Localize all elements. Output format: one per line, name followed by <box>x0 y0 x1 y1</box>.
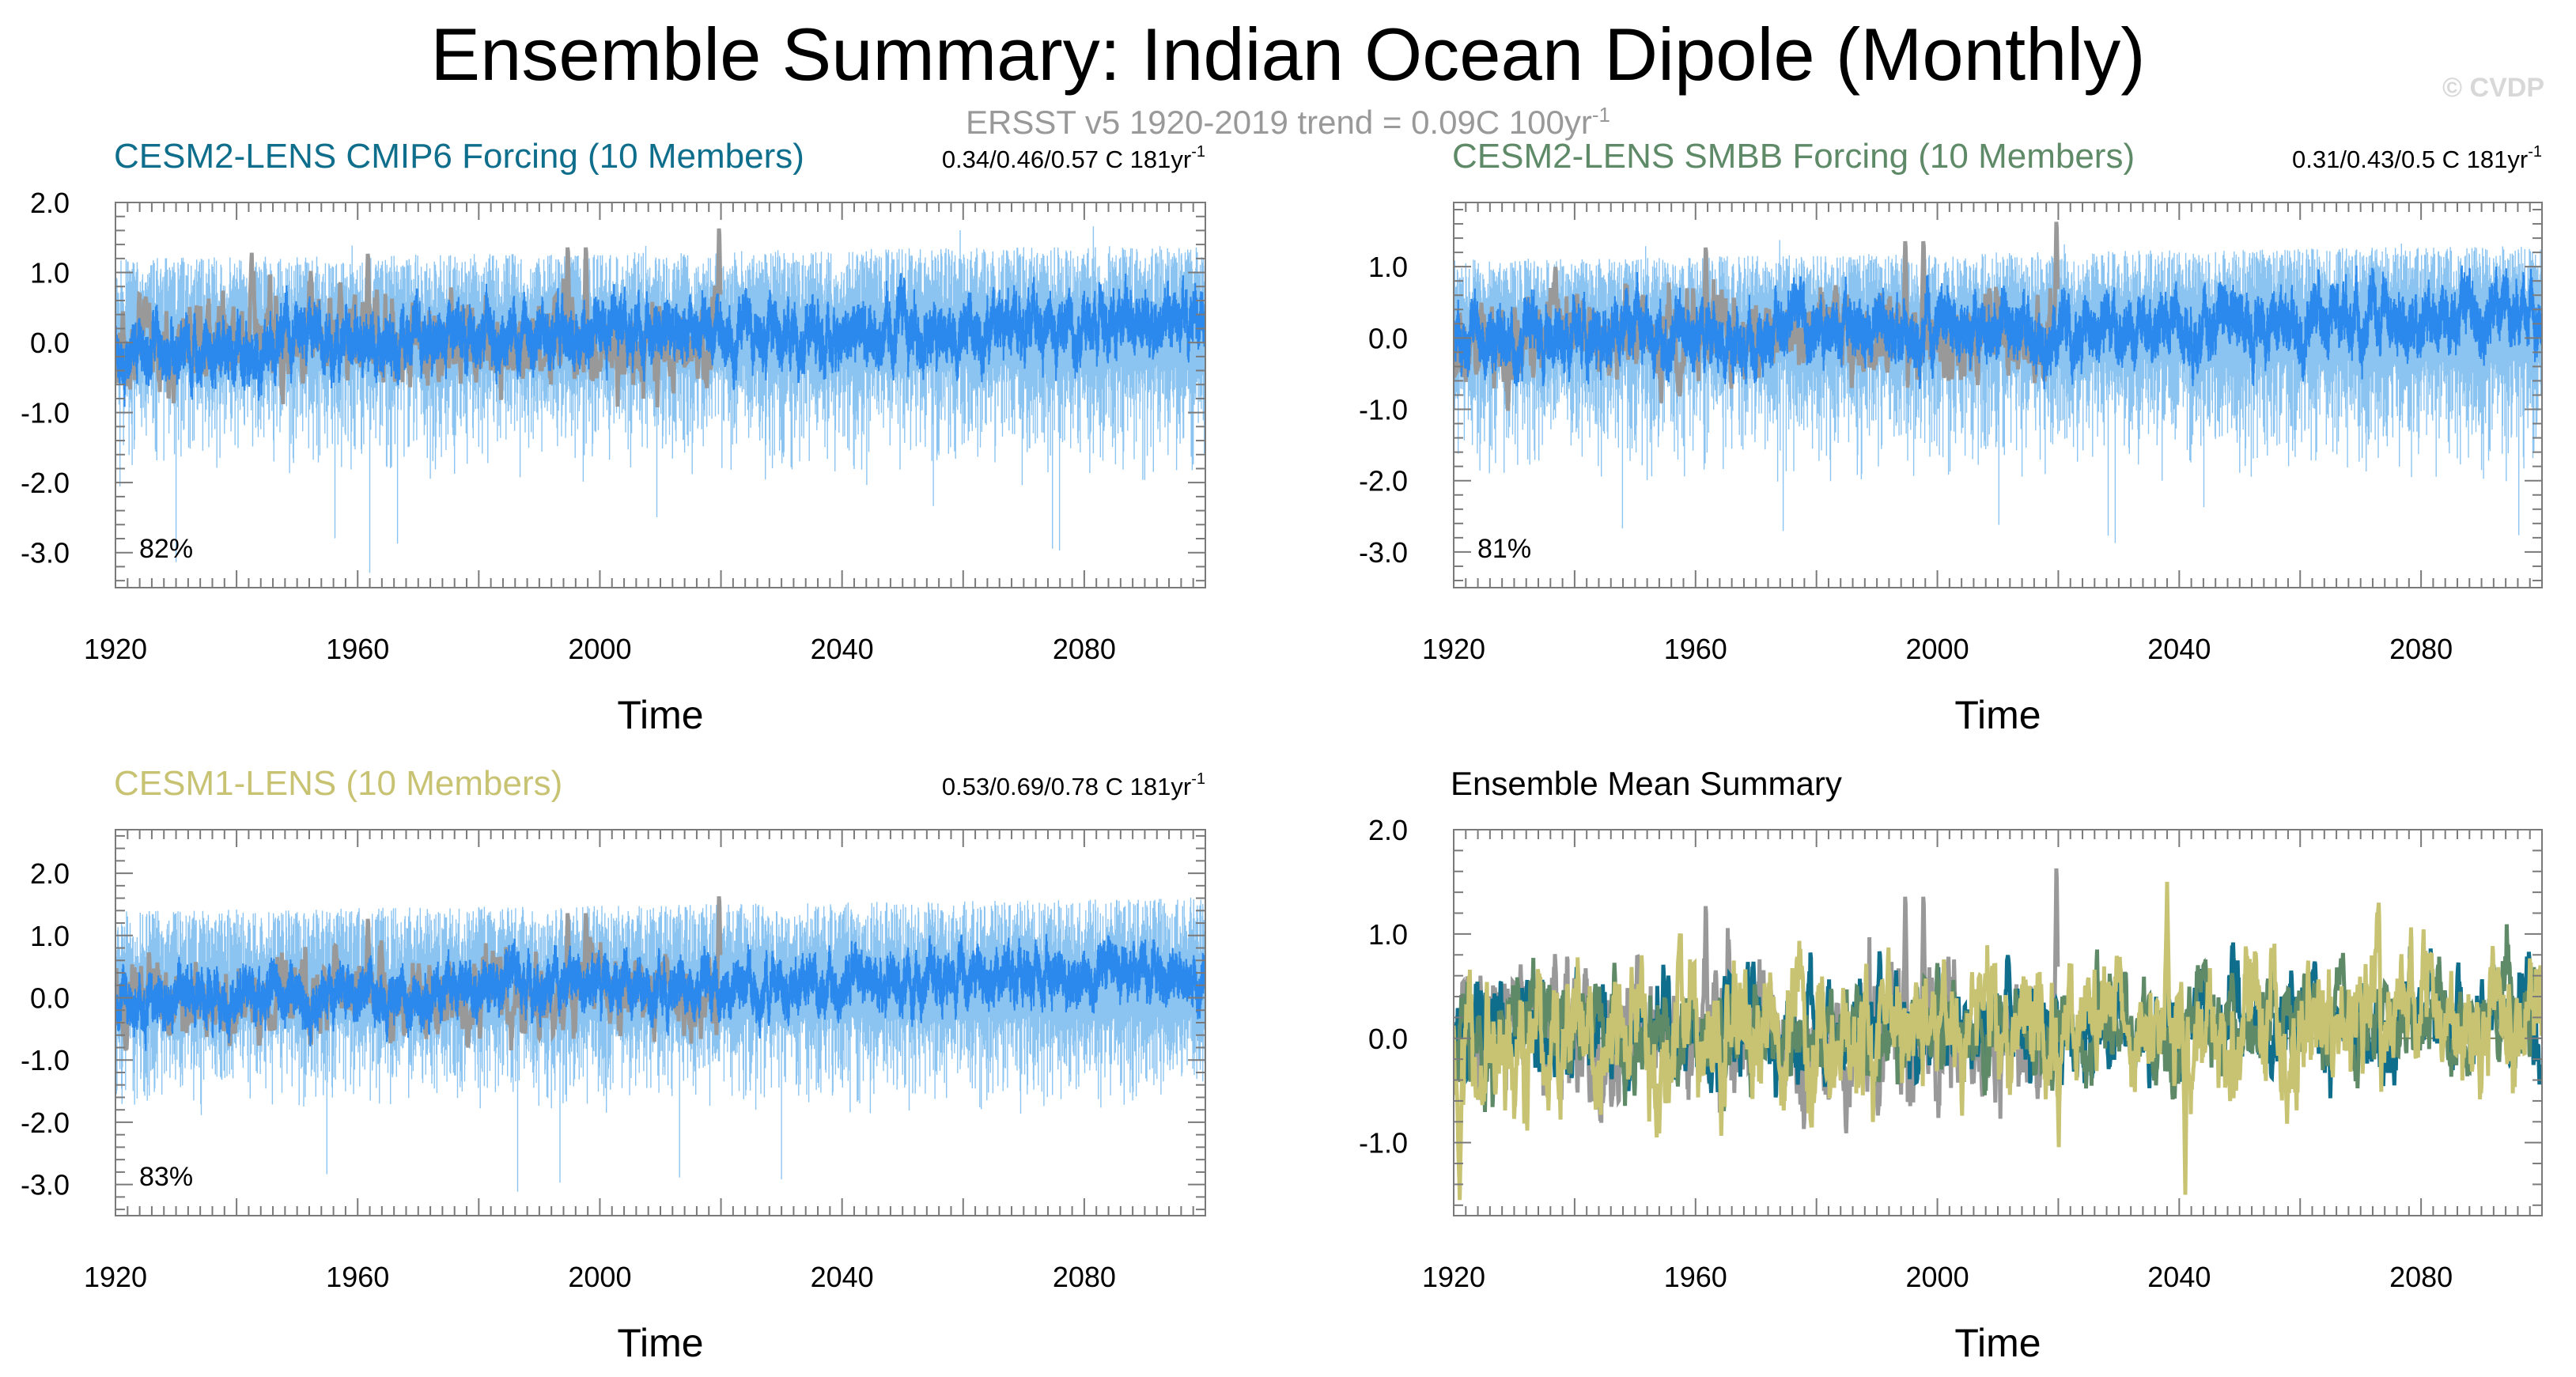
x-tick-label: 1960 <box>326 1261 389 1293</box>
chart-panel-4: 2.0 1.0 0.0 -1.0 1920 1960 2000 2040 2080 Time Ens… <box>1359 765 2543 1365</box>
y-tick-label: 2.0 <box>30 857 70 890</box>
x-tick-label: 2000 <box>1906 633 1969 665</box>
x-tick-label: 2040 <box>811 1261 874 1293</box>
y-axis: 2.0 1.0 0.0 -1.0 <box>1359 814 2542 1206</box>
copyright-label: © CVDP <box>2442 73 2544 103</box>
ensemble-mean-band <box>115 933 1205 1051</box>
obs-trend-label: ERSST v5 1920-2019 trend = 0.09C 100yr-1 <box>0 103 2576 142</box>
obs-trend-superscript: -1 <box>1591 103 1610 127</box>
panel-title: CESM1-LENS (10 Members) <box>114 764 562 803</box>
y-axis: 1.0 0.0 -1.0 -2.0 -3.0 <box>1359 209 2542 581</box>
percent-label: 83% <box>139 1162 193 1192</box>
trend-label: 0.31/0.43/0.5 C 181yr-1 <box>2292 143 2542 173</box>
y-tick-label: -3.0 <box>21 537 70 569</box>
percent-label: 81% <box>1477 534 1531 564</box>
ensemble-spread <box>115 226 1205 573</box>
x-tick-label: 1920 <box>1422 633 1485 665</box>
y-tick-label: 2.0 <box>30 187 70 219</box>
y-tick-label: 1.0 <box>1368 251 1408 283</box>
x-axis-label: Time <box>1954 1321 2041 1365</box>
y-tick-label: 0.0 <box>1368 322 1408 354</box>
plot-area <box>1454 868 2542 1201</box>
y-tick-label: -1.0 <box>21 397 70 429</box>
x-tick-label: 2000 <box>1906 1261 1969 1293</box>
chart-panel-1: 2.0 1.0 0.0 -1.0 -2.0 -3.0 1920 1960 2000 2040 208… <box>21 137 1206 737</box>
y-tick-label: 0.0 <box>30 327 70 359</box>
y-axis: 2.0 1.0 0.0 -1.0 -2.0 -3.0 <box>21 187 1205 582</box>
panel-title: CESM2-LENS CMIP6 Forcing (10 Members) <box>114 137 804 176</box>
x-tick-label: 2080 <box>2389 633 2453 665</box>
plot-area <box>115 896 1205 1192</box>
chart-panel-3: 2.0 1.0 0.0 -1.0 -2.0 -3.0 1920 1960 2000 2040 208… <box>21 764 1206 1365</box>
x-axis: 1920 1960 2000 2040 2080 <box>1422 830 2543 1293</box>
x-tick-label: 1960 <box>1664 633 1727 665</box>
plot-area <box>1454 221 2542 543</box>
trend-superscript: -1 <box>1191 143 1205 161</box>
trend-superscript: -1 <box>1191 770 1205 788</box>
x-tick-label: 2040 <box>811 633 874 665</box>
y-tick-label: -2.0 <box>21 467 70 499</box>
x-axis-label: Time <box>1954 693 2041 737</box>
y-tick-label: -3.0 <box>21 1169 70 1201</box>
trend-superscript: -1 <box>2528 143 2542 161</box>
trend-label: 0.34/0.46/0.57 C 181yr-1 <box>942 143 1205 173</box>
x-tick-label: 1920 <box>1422 1261 1485 1293</box>
y-tick-label: -3.0 <box>1359 536 1408 569</box>
ensemble-mean-band <box>1454 265 2542 390</box>
y-tick-label: -1.0 <box>21 1044 70 1076</box>
x-tick-label: 2080 <box>1053 1261 1116 1293</box>
y-tick-label: -2.0 <box>21 1107 70 1139</box>
figure-title: Ensemble Summary: Indian Ocean Dipole (M… <box>430 13 2146 96</box>
y-tick-label: 0.0 <box>1368 1023 1408 1055</box>
x-tick-label: 2000 <box>568 633 631 665</box>
plot-area <box>115 226 1205 573</box>
x-tick-label: 2080 <box>1053 633 1116 665</box>
y-tick-label: -2.0 <box>1359 465 1408 497</box>
x-tick-label: 1920 <box>84 1261 147 1293</box>
y-tick-label: 0.0 <box>30 982 70 1015</box>
x-tick-label: 1960 <box>326 633 389 665</box>
panel-title: Ensemble Mean Summary <box>1451 765 1842 802</box>
x-tick-label: 2000 <box>568 1261 631 1293</box>
y-axis: 2.0 1.0 0.0 -1.0 -2.0 -3.0 <box>21 834 1205 1211</box>
trend-label: 0.53/0.69/0.78 C 181yr-1 <box>942 770 1205 800</box>
x-axis-label: Time <box>617 1321 703 1365</box>
chart-panel-2: 1.0 0.0 -1.0 -2.0 -3.0 1920 1960 2000 2040 2080 Ti… <box>1359 137 2543 737</box>
x-axis: 1920 1960 2000 2040 2080 <box>84 202 1206 665</box>
obs-trend-text: ERSST v5 1920-2019 trend = 0.09C 100yr <box>965 104 1592 141</box>
y-tick-label: 1.0 <box>1368 918 1408 951</box>
ensemble-mean-line-cesm1 <box>1454 881 2542 1201</box>
x-axis: 1920 1960 2000 2040 2080 <box>1422 202 2543 665</box>
x-tick-label: 2040 <box>2147 633 2211 665</box>
y-tick-label: 1.0 <box>30 920 70 952</box>
x-tick-label: 1960 <box>1664 1261 1727 1293</box>
ensemble-spread <box>1454 240 2542 543</box>
y-tick-label: -1.0 <box>1359 394 1408 426</box>
ensemble-mean-band <box>115 273 1205 407</box>
x-tick-label: 2080 <box>2389 1261 2453 1293</box>
x-axis-label: Time <box>617 693 703 737</box>
percent-label: 82% <box>139 534 193 564</box>
panel-title: CESM2-LENS SMBB Forcing (10 Members) <box>1452 137 2135 176</box>
y-tick-label: -1.0 <box>1359 1127 1408 1159</box>
ensemble-spread <box>115 898 1205 1192</box>
x-axis: 1920 1960 2000 2040 2080 <box>84 830 1206 1293</box>
y-tick-label: 1.0 <box>30 257 70 289</box>
x-tick-label: 2040 <box>2147 1261 2211 1293</box>
x-tick-label: 1920 <box>84 633 147 665</box>
y-tick-label: 2.0 <box>1368 814 1408 846</box>
